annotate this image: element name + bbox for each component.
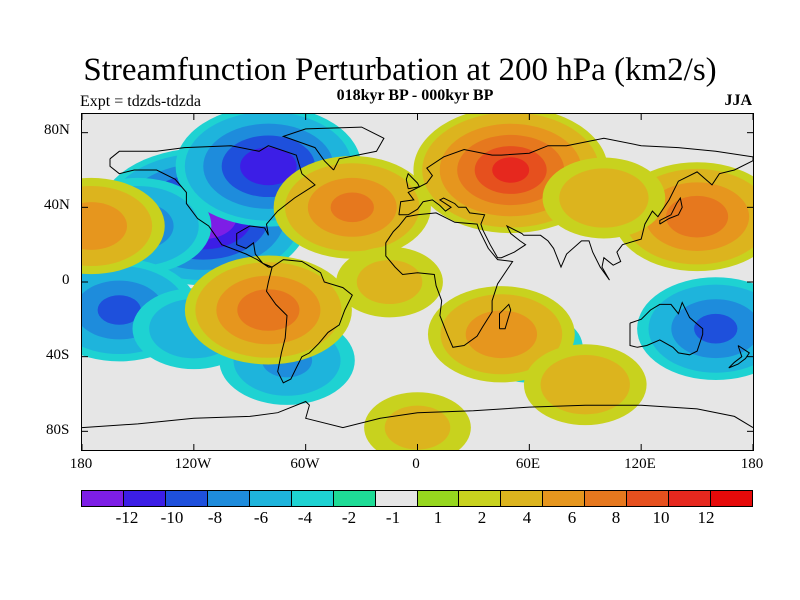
coastline bbox=[659, 196, 683, 225]
colorbar-cell bbox=[585, 491, 628, 506]
colorbar-cell bbox=[165, 491, 208, 506]
colorbar-label-n4: -4 bbox=[297, 508, 313, 527]
colorbar-cell bbox=[711, 491, 752, 506]
colorbar-cell bbox=[123, 491, 166, 506]
southwest-pacific-low bbox=[637, 277, 753, 381]
coastline bbox=[405, 172, 421, 190]
colorbar-label-12: 12 bbox=[697, 508, 715, 527]
colorbar-label-1: 1 bbox=[433, 508, 443, 527]
figure-title: Streamfunction Perturbation at 200 hPa (… bbox=[83, 52, 717, 88]
coastline bbox=[109, 145, 316, 268]
southern-ocean-high bbox=[523, 344, 647, 426]
colorbar-cell bbox=[375, 491, 418, 506]
north-atlantic-high-contour bbox=[330, 192, 374, 223]
antarctic-high bbox=[364, 392, 471, 450]
colorbar-cell bbox=[291, 491, 334, 506]
north-atlantic-high bbox=[273, 155, 431, 259]
colorbar-label-n2: -2 bbox=[341, 508, 357, 527]
tropical-south-america-high bbox=[184, 255, 352, 365]
colorbar-label-n12: -12 bbox=[115, 508, 139, 527]
colorbar-label-n1: -1 bbox=[385, 508, 401, 527]
map-panel bbox=[81, 113, 754, 451]
lon-label-60e: 60E bbox=[515, 456, 541, 472]
coastline bbox=[499, 303, 512, 330]
tropical-south-america-high-contour bbox=[237, 289, 300, 331]
coastline bbox=[398, 137, 753, 281]
south-indian-high bbox=[427, 286, 575, 383]
north-pacific-west-high-contour bbox=[82, 202, 127, 250]
lon-label-0: 0 bbox=[412, 456, 420, 472]
colorbar-cell bbox=[459, 491, 502, 506]
lat-label-40n: 40N bbox=[44, 197, 70, 213]
coastline bbox=[281, 126, 385, 171]
axis-ticks bbox=[82, 114, 753, 450]
colorbar-cell bbox=[501, 491, 544, 506]
coastline bbox=[629, 301, 704, 356]
south-indian-high-contour bbox=[465, 310, 538, 359]
coastline bbox=[265, 259, 353, 384]
colorbar-label-2: 2 bbox=[477, 508, 487, 527]
colorbar-cell bbox=[627, 491, 670, 506]
colorbar-label-n8: -8 bbox=[207, 508, 223, 527]
figure-subtitle: 018kyr BP - 000kyr BP bbox=[336, 87, 494, 104]
tropical-atlantic-high-contour bbox=[356, 259, 423, 305]
lat-label-80n: 80N bbox=[44, 122, 70, 138]
southern-ocean-high-contour bbox=[540, 354, 630, 415]
coastlines bbox=[82, 126, 753, 429]
colorbar-cell bbox=[249, 491, 292, 506]
arctic-canada-low-contour bbox=[240, 147, 297, 186]
colorbar-cell bbox=[82, 491, 124, 506]
season-label: JJA bbox=[724, 92, 752, 109]
experiment-label: Expt = tdzds-tdzda bbox=[80, 93, 201, 110]
north-pacific-west-high bbox=[82, 177, 165, 275]
antarctic-high-contour bbox=[384, 405, 451, 450]
east-asia-high-contour bbox=[559, 168, 649, 228]
east-asia-high bbox=[542, 157, 666, 239]
coastline bbox=[385, 212, 514, 348]
lon-label-180w: 180 bbox=[69, 456, 93, 472]
lat-label-eq: 0 bbox=[62, 272, 70, 288]
coastline bbox=[82, 400, 753, 429]
southwest-pacific-low-contour bbox=[694, 313, 738, 344]
lon-label-180e: 180 bbox=[740, 456, 764, 472]
colorbar-label-n6: -6 bbox=[253, 508, 269, 527]
north-pacific-east-high-contour bbox=[666, 195, 729, 238]
eurasia-high-contour bbox=[492, 157, 530, 183]
colorbar-cell bbox=[207, 491, 250, 506]
colorbar-label-n10: -10 bbox=[160, 508, 184, 527]
colorbar-label-10: 10 bbox=[652, 508, 670, 527]
lon-label-120w: 120W bbox=[174, 456, 212, 472]
lon-label-120e: 120E bbox=[624, 456, 656, 472]
coastline bbox=[728, 345, 750, 369]
tropical-atlantic-high bbox=[336, 246, 443, 318]
lon-label-60w: 60W bbox=[290, 456, 320, 472]
colorbar-label-8: 8 bbox=[611, 508, 621, 527]
lat-label-40s: 40S bbox=[46, 347, 70, 363]
lat-label-80s: 80S bbox=[46, 422, 70, 438]
contour-map bbox=[82, 114, 753, 450]
colorbar-cell bbox=[417, 491, 460, 506]
colorbar-label-6: 6 bbox=[567, 508, 577, 527]
colorbar bbox=[81, 490, 753, 507]
colorbar-cell bbox=[669, 491, 712, 506]
south-pacific-low-contour bbox=[97, 295, 141, 325]
colorbar-cell bbox=[333, 491, 376, 506]
colorbar-cell bbox=[543, 491, 586, 506]
colorbar-label-4: 4 bbox=[522, 508, 532, 527]
